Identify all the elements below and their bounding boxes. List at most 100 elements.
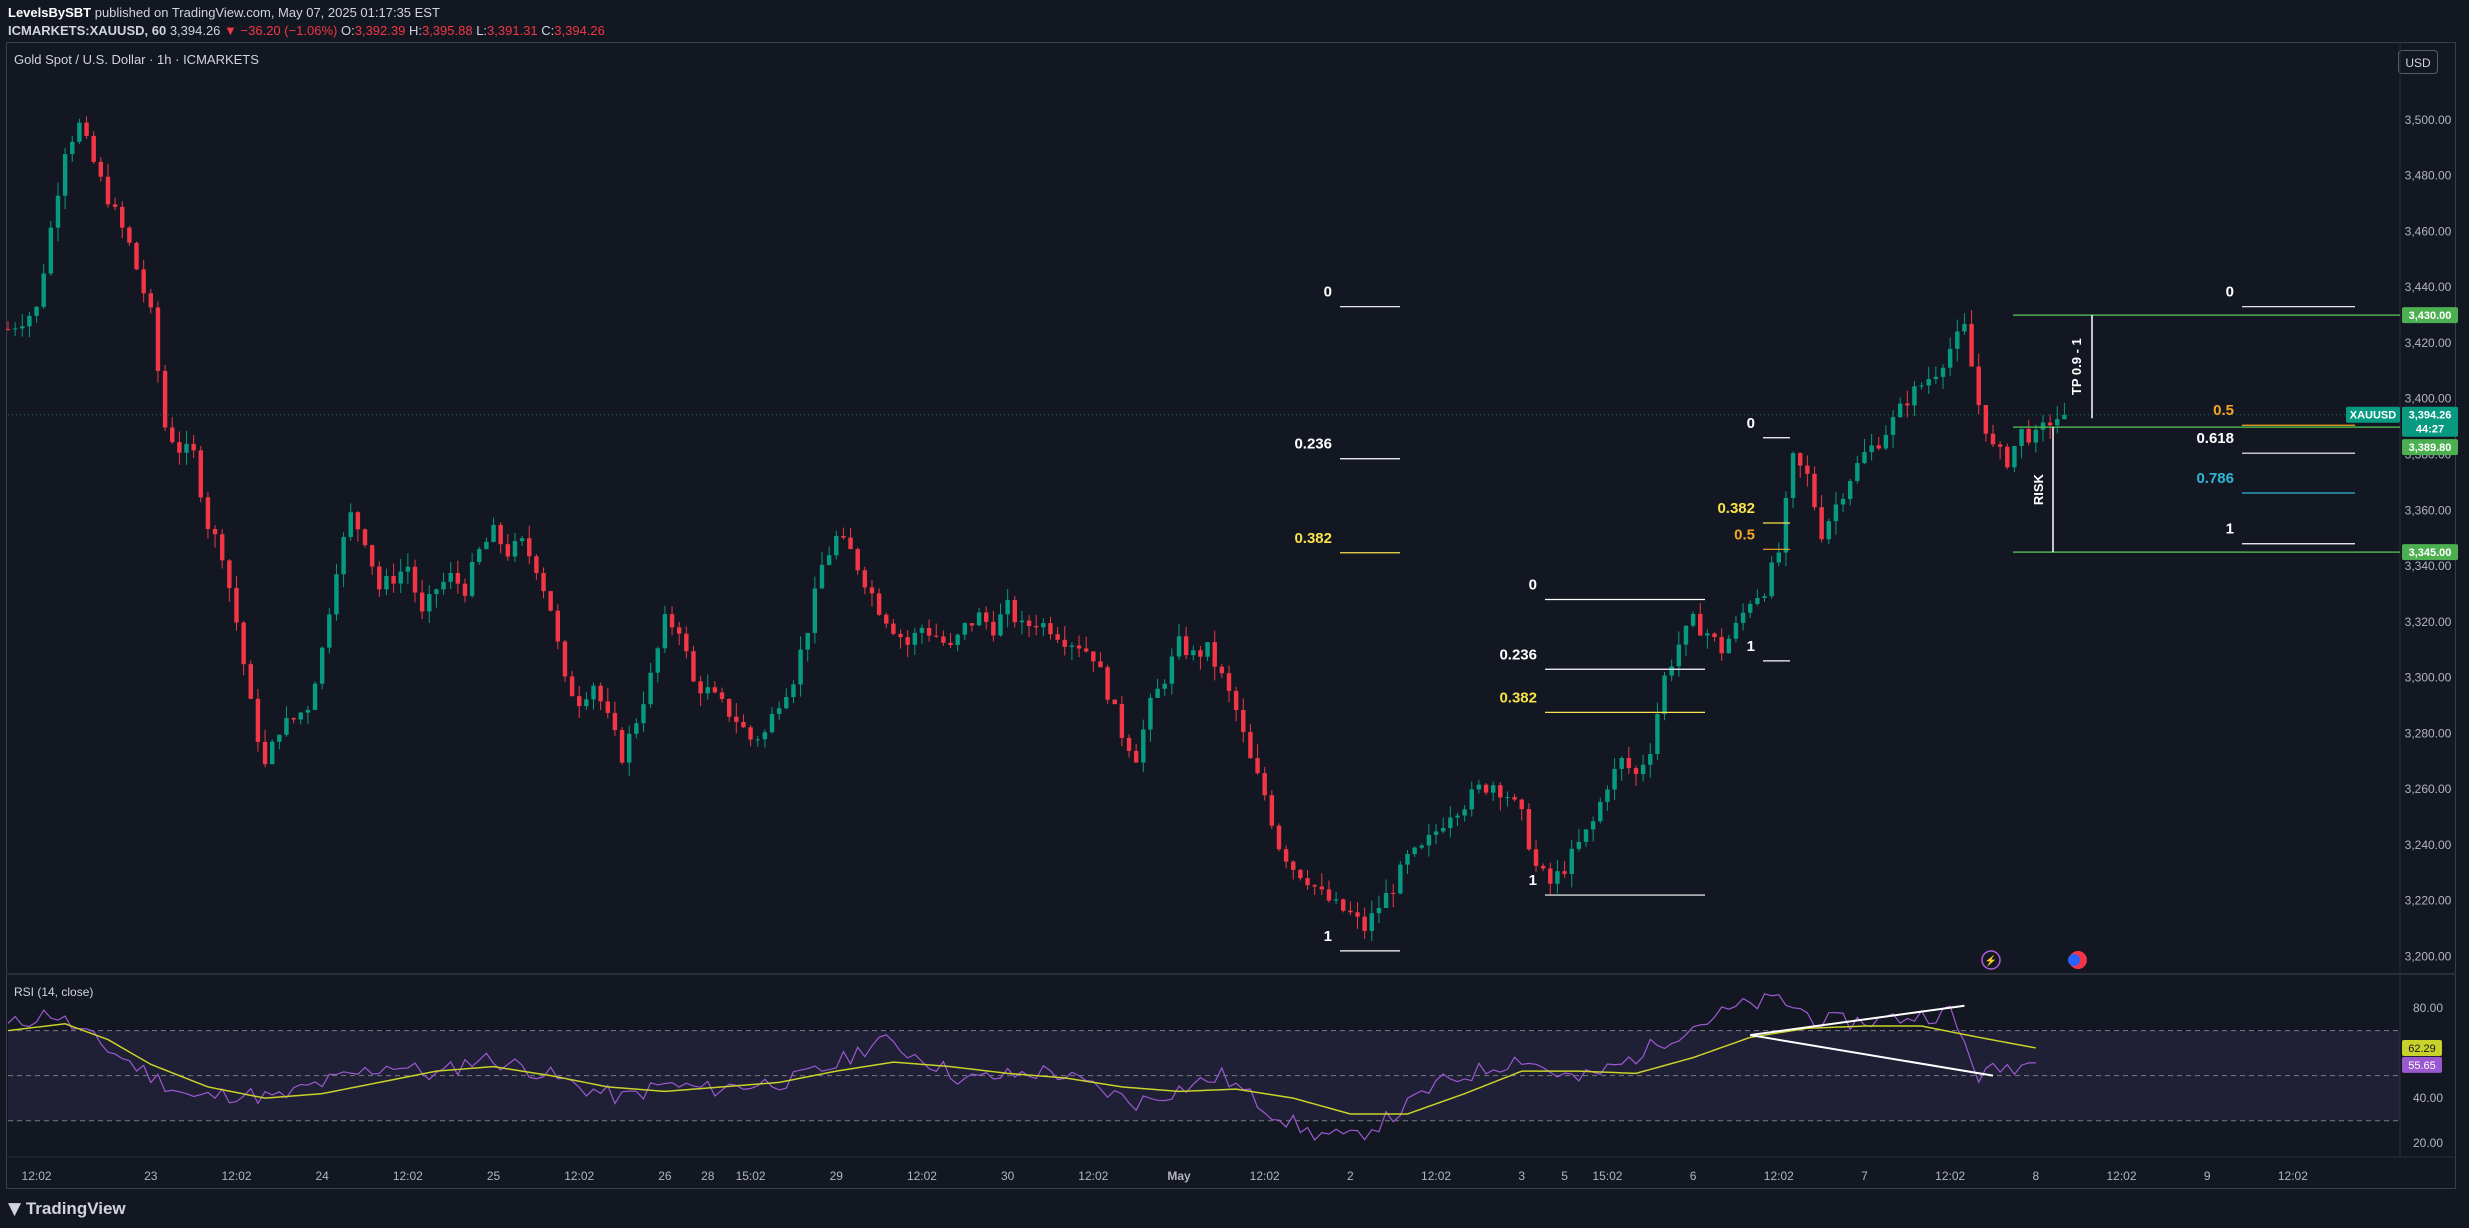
candle-body [55,195,61,228]
candle-body [1348,910,1353,913]
fib-level-label: 1 [1324,928,1332,945]
candle-body [698,681,703,694]
price-label-text: 3,389.80 [2409,442,2452,454]
candle-body [48,227,54,274]
candle-body [255,698,261,742]
candle-body [412,566,418,593]
candle-body [919,627,925,633]
candle-body [84,122,89,136]
candle-body [1076,645,1082,649]
open-value: 3,392.39 [354,23,406,38]
candle-body [776,708,782,714]
divergence-line [1750,1004,1965,1037]
close-label: C: [541,23,555,38]
publisher-name[interactable]: LevelsBySBT [8,5,92,20]
candle-body [876,593,882,615]
candle-body [1169,656,1175,684]
chart-frame [6,42,2456,1189]
candle-body [848,537,853,550]
candle-body [491,524,496,542]
time-tick-label: 15:02 [736,1169,766,1183]
price-label-tag [2402,439,2458,456]
candle-body [269,741,275,765]
currency-button[interactable]: USD [2398,50,2438,74]
candle-body [1762,596,1767,598]
fib-level-label: 1 [1747,638,1755,655]
time-tick-label: 12:02 [1421,1169,1451,1183]
candle-body [741,721,746,728]
candle-body [1262,773,1267,796]
candle-body [27,315,32,327]
candle-body [5,329,11,331]
candle-body [1112,699,1117,705]
close-value: 3,394.26 [554,23,605,38]
candle-body [1990,433,1996,445]
candle-body [684,633,689,652]
candle-body [762,732,768,740]
fib-level-label: 0 [1747,415,1755,432]
candle-body [205,497,211,529]
candle-body [1305,878,1310,886]
candle-body [1255,758,1260,774]
candle-body [1341,899,1346,911]
candle-body [505,544,511,557]
candle-body [162,370,168,428]
candle-body [1241,710,1246,732]
candle-body [1033,626,1039,628]
time-tick-label: May [1167,1169,1191,1183]
candle-body [1740,612,1746,623]
candle-body [284,718,289,735]
candle-body [926,627,932,636]
candle-body [1291,861,1296,870]
time-tick-label: 12:02 [22,1169,52,1183]
candle-body [2026,428,2031,443]
candle-body [1840,498,1846,505]
candle-body [905,637,910,645]
candle-body [1298,869,1303,879]
candle-body [248,664,253,699]
candle-body [1269,795,1275,826]
last-price: 3,394.26 [169,23,221,38]
price-tick-label: 3,240.00 [2405,838,2452,852]
candle-body [1205,642,1210,657]
candle-body [1983,404,1989,434]
time-tick-label: 12:02 [2278,1169,2308,1183]
candle-body [626,733,632,763]
candle-body [1226,673,1232,691]
candle-body [1026,620,1032,627]
candle-body [1391,893,1396,895]
candle-body [1933,376,1939,380]
candle-body [1890,417,1896,435]
candle-body [369,545,375,567]
candle-body [1569,848,1574,874]
candle-body [341,536,346,575]
time-tick-label: 6 [1690,1169,1697,1183]
time-tick-label: 12:02 [564,1169,594,1183]
candle-body [1847,480,1853,499]
candle-body [1405,854,1410,865]
candle-body [562,641,568,677]
candle-body [1633,768,1639,775]
candle-body [1219,666,1225,674]
footer-brand[interactable]: ▼ TradingView [8,1199,126,1219]
candle-body [362,529,368,546]
candle-body [834,535,839,556]
candle-body [1769,562,1774,597]
candle-body [1119,704,1125,738]
candle-body [812,588,818,633]
candle-body [241,622,246,665]
candle-body [655,648,660,673]
candle-body [305,709,311,713]
rsi-value: 55.65 [2408,1060,2436,1072]
time-tick-label: 28 [701,1169,715,1183]
candle-body [1212,642,1217,667]
price-tick-label: 3,320.00 [2405,615,2452,629]
candle-body [705,687,710,694]
candle-body [826,555,832,565]
candle-body [291,718,296,720]
candle-body [1905,403,1910,406]
fib-level-label: 0 [1529,577,1537,594]
candle-body [1519,799,1524,810]
candle-body [1133,750,1139,763]
